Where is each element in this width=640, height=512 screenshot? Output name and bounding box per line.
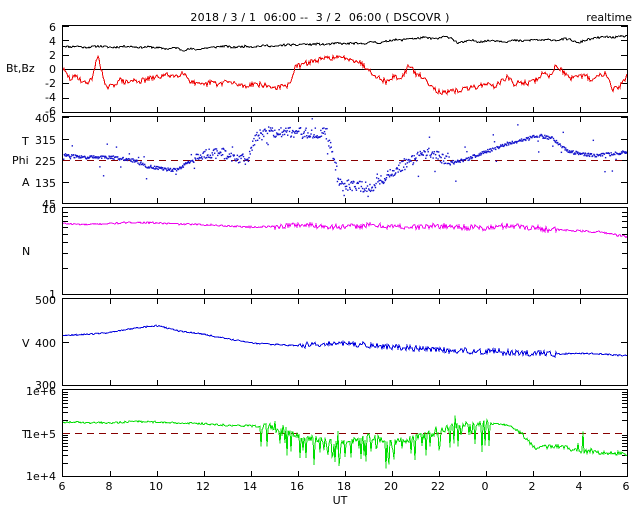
ytick-bt-4: 4 <box>49 35 56 48</box>
x-tick-22: 22 <box>431 480 445 493</box>
panel-velocity-label: V <box>22 337 30 350</box>
ytick-t-1e5: 1e+5 <box>26 428 56 441</box>
panel-bt-bz <box>62 25 628 113</box>
ytick-phi-315: 315 <box>35 134 56 147</box>
x-tick-2: 2 <box>528 480 536 493</box>
panel-velocity <box>62 298 628 386</box>
ytick-v-500: 500 <box>35 294 56 307</box>
x-tick-6: 6 <box>58 480 66 493</box>
ytick-n-10: 10 <box>42 203 56 216</box>
panel-velocity-canvas <box>63 299 627 385</box>
panel-phi-theta-canvas <box>63 117 627 203</box>
x-tick-6: 6 <box>622 480 630 493</box>
ytick-t-1e4: 1e+4 <box>26 470 56 483</box>
panel-density-label: N <box>22 245 31 258</box>
x-tick-16: 16 <box>290 480 304 493</box>
panel-density-canvas <box>63 212 627 294</box>
ytick-phi-405: 405 <box>35 112 56 125</box>
x-axis-label: UT <box>332 494 348 507</box>
ytick-bt-m4: -4 <box>45 91 56 104</box>
panel-theta-label: T <box>22 135 29 148</box>
x-tick-8: 8 <box>105 480 113 493</box>
x-tick-10: 10 <box>149 480 163 493</box>
x-tick-4: 4 <box>575 480 583 493</box>
ytick-bt-0: 0 <box>49 63 56 76</box>
x-tick-0: 0 <box>481 480 489 493</box>
x-tick-20: 20 <box>384 480 398 493</box>
panel-bt-bz-canvas <box>63 26 627 112</box>
ytick-n-1: 1 <box>49 288 56 301</box>
panel-phi-theta <box>62 116 628 204</box>
ytick-v-400: 400 <box>35 337 56 350</box>
ytick-t-1e6: 1e+6 <box>26 385 56 398</box>
page-title: 2018 / 3 / 1 06:00 -- 3 / 2 06:00 ( DSCO… <box>190 11 450 24</box>
ytick-bt-m6: -6 <box>45 105 56 118</box>
ytick-bt-2: 2 <box>49 49 56 62</box>
panel-temperature <box>62 389 628 477</box>
panel-phi-label: Phi <box>12 154 29 167</box>
ytick-bt-m2: -2 <box>45 77 56 90</box>
ytick-phi-225: 225 <box>35 155 56 168</box>
x-tick-14: 14 <box>243 480 257 493</box>
ytick-phi-45: 45 <box>42 198 56 211</box>
panel-temperature-label: T <box>22 428 29 441</box>
panel-temperature-canvas <box>63 392 627 476</box>
realtime-badge: realtime <box>586 11 632 24</box>
panel-density <box>62 207 628 295</box>
x-tick-12: 12 <box>196 480 210 493</box>
x-tick-18: 18 <box>337 480 351 493</box>
ytick-phi-135: 135 <box>35 177 56 190</box>
panel-alpha-label: A <box>22 176 30 189</box>
ytick-v-300: 300 <box>35 379 56 392</box>
panel-bt-bz-label: Bt,Bz <box>6 62 35 75</box>
ytick-bt-6: 6 <box>49 21 56 34</box>
